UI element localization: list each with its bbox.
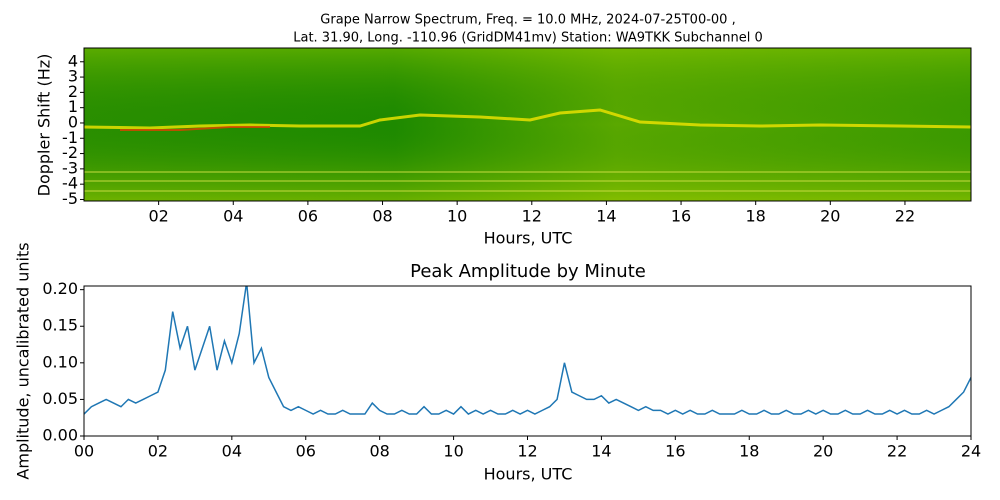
plot-frame: [83, 47, 972, 202]
chart-title: Peak Amplitude by Minute: [410, 261, 646, 282]
y-tick-label: 2: [68, 82, 78, 101]
y-tick-label: -5: [62, 189, 78, 208]
x-tick-label: 02: [148, 442, 168, 461]
x-tick-label: 00: [74, 442, 94, 461]
x-tick-label: 06: [298, 207, 318, 226]
x-tick-label: 12: [517, 442, 537, 461]
x-tick-label: 14: [591, 442, 611, 461]
x-tick-label: 22: [887, 442, 907, 461]
y-tick-label: -2: [62, 143, 78, 162]
y-tick-label: 0.10: [42, 352, 78, 371]
y-tick-label: 0: [68, 112, 78, 131]
x-tick-label: 22: [895, 207, 915, 226]
x-tick-label: 04: [222, 442, 242, 461]
x-tick-label: 08: [372, 207, 392, 226]
y-tick-label: -4: [62, 174, 78, 193]
y-tick-label: -3: [62, 158, 78, 177]
y-tick-label: 0.20: [42, 279, 78, 298]
x-tick-label: 16: [665, 442, 685, 461]
x-tick-label: 20: [820, 207, 840, 226]
x-tick-label: 06: [296, 442, 316, 461]
y-tick-label: 0.00: [42, 426, 78, 445]
x-tick-label: 16: [671, 207, 691, 226]
chart-title: Lat. 31.90, Long. -110.96 (GridDM41mv) S…: [293, 31, 763, 46]
y-axis-label: Doppler Shift (Hz): [35, 54, 54, 197]
x-tick-label: 20: [813, 442, 833, 461]
x-tick-label: 10: [443, 442, 463, 461]
x-tick-label: 04: [223, 207, 243, 226]
y-tick-label: 1: [68, 97, 78, 116]
x-axis-label: Hours, UTC: [484, 465, 573, 484]
y-tick-label: 0.05: [42, 389, 78, 408]
x-tick-label: 08: [369, 442, 389, 461]
data-line: [84, 286, 971, 415]
x-tick-label: 02: [148, 207, 168, 226]
x-tick-label: 14: [596, 207, 616, 226]
y-tick-label: 4: [68, 51, 78, 70]
chart-title: Grape Narrow Spectrum, Freq. = 10.0 MHz,…: [320, 13, 735, 28]
y-tick-label: -1: [62, 128, 78, 147]
spectrogram-image: [83, 48, 972, 201]
x-axis-label: Hours, UTC: [484, 229, 573, 248]
x-tick-label: 18: [746, 207, 766, 226]
x-tick-label: 10: [447, 207, 467, 226]
y-tick-label: 0.15: [42, 316, 78, 335]
x-tick-label: 12: [522, 207, 542, 226]
x-tick-label: 18: [739, 442, 759, 461]
x-tick-label: 24: [961, 442, 981, 461]
y-tick-label: 3: [68, 67, 78, 86]
plot-frame: [83, 285, 972, 437]
y-axis-label: Amplitude, uncalibrated units: [14, 242, 33, 479]
